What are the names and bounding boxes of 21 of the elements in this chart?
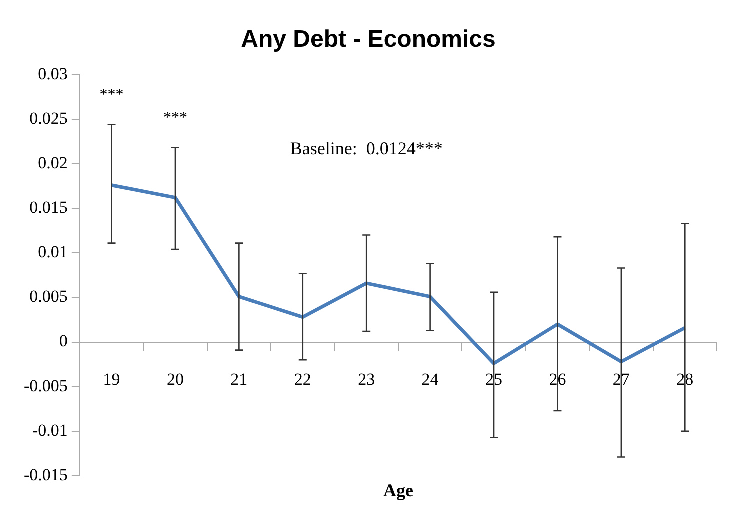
x-tick-label: 22	[294, 370, 312, 389]
y-tick-label: -0.015	[24, 465, 68, 484]
y-tick-label: 0.015	[30, 198, 68, 217]
y-tick-label: -0.01	[32, 420, 68, 440]
y-tick-label: 0.01	[38, 242, 68, 262]
x-tick-label: 20	[166, 370, 184, 389]
annotation: ***	[100, 86, 124, 104]
x-tick-label: 19	[103, 370, 120, 389]
x-axis-title: Age	[383, 480, 414, 501]
y-tick-label: 0	[59, 332, 68, 351]
y-tick-label: -0.005	[24, 376, 68, 396]
y-tick-label: 0.025	[30, 108, 68, 128]
x-tick-label: 24	[422, 370, 440, 389]
chart-title: Any Debt - Economics	[241, 26, 496, 54]
annotation: ***	[163, 110, 188, 127]
y-tick-label: 0.005	[30, 287, 68, 306]
x-tick-label: 23	[358, 370, 376, 389]
y-tick-label: 0.02	[38, 153, 68, 172]
y-tick-label: 0.03	[38, 64, 68, 84]
annotation: Baseline: 0.0124***	[290, 138, 443, 159]
x-tick-label: 21	[230, 370, 248, 389]
